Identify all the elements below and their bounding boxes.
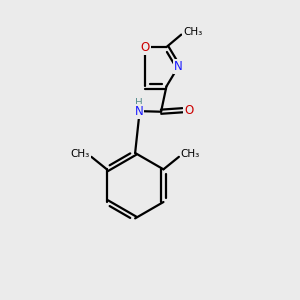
Text: CH₃: CH₃	[181, 149, 200, 159]
Text: N: N	[135, 105, 143, 118]
Text: O: O	[141, 40, 150, 54]
Text: H: H	[135, 98, 143, 108]
Text: O: O	[184, 104, 194, 117]
Text: N: N	[174, 60, 183, 73]
Text: CH₃: CH₃	[70, 149, 90, 159]
Text: CH₃: CH₃	[183, 27, 202, 37]
